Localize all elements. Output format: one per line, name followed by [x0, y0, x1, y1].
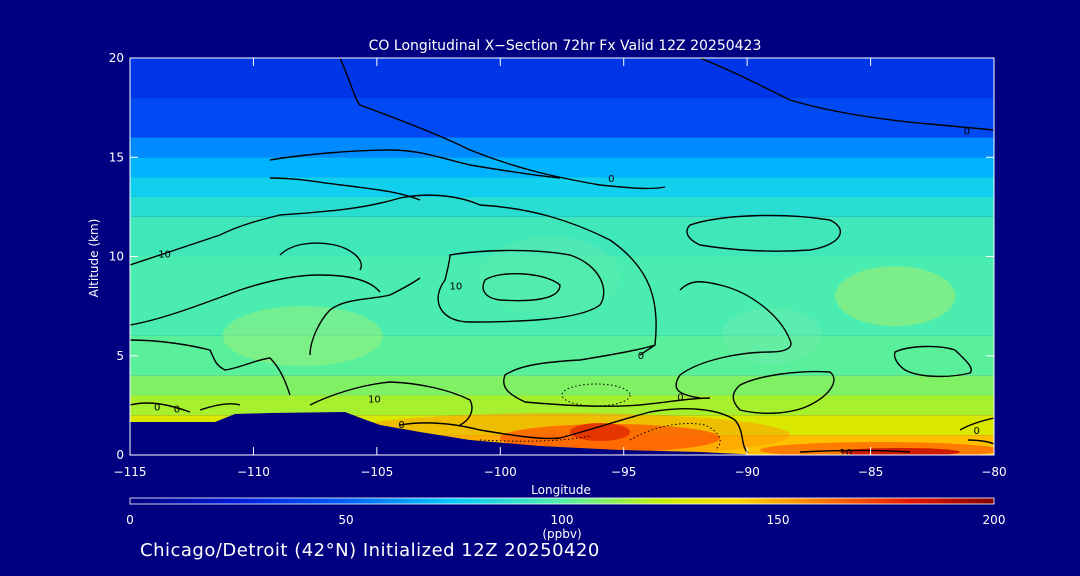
contour-label-3: 10	[449, 281, 462, 292]
terrain-mask	[130, 412, 760, 455]
colorbar-tick-label-1: 50	[338, 513, 353, 527]
field-band-10	[130, 395, 994, 416]
contour-label-0: 0	[608, 174, 614, 185]
dotted-contours	[479, 383, 721, 451]
field-patch-0	[479, 236, 620, 317]
contour-label-6: 0	[154, 402, 160, 413]
co-field-heatmap	[130, 58, 994, 455]
y-tick-label-2: 10	[109, 250, 124, 264]
y-tick-label-4: 20	[109, 51, 124, 65]
contour-label-9: 0	[398, 420, 404, 431]
field-patch-1	[835, 266, 956, 327]
y-axis: 0 5 10 15 20	[109, 51, 994, 462]
contour-label-10: 0	[974, 426, 980, 437]
colorbar-tick-label-3: 150	[767, 513, 790, 527]
colorbar-tick-label-2: 100	[551, 513, 574, 527]
colorbar	[129, 497, 995, 505]
x-tick-label-6: −85	[858, 465, 883, 479]
chart-title: CO Longitudinal X−Section 72hr Fx Valid …	[369, 38, 762, 54]
x-axis-label: Longitude	[531, 483, 591, 497]
field-band-6	[130, 216, 994, 257]
field-band-9	[130, 375, 994, 396]
field-band-2	[130, 137, 994, 158]
contour-label-2: 10	[158, 250, 171, 261]
x-tick-label-1: −110	[237, 465, 270, 479]
colorbar-unit-label: (ppbv)	[542, 527, 581, 541]
contour-labels: 0 0 10 10 0 0 0 0 10 0 0 10	[154, 126, 980, 459]
colorbar-tick-label-0: 0	[126, 513, 134, 527]
contour-label-5: 0	[677, 392, 683, 403]
field-band-8	[130, 335, 994, 376]
contour-label-7: 0	[174, 404, 180, 415]
field-band-7	[130, 256, 994, 336]
y-tick-label-3: 15	[109, 150, 124, 164]
y-tick-label-1: 5	[116, 349, 124, 363]
contour-label-11: 10	[840, 448, 853, 459]
field-band-0	[130, 58, 994, 98]
contour-label-8: 10	[368, 394, 381, 405]
x-tick-label-4: −95	[611, 465, 636, 479]
x-axis: −115 −110 −105 −100 −95 −90 −85 −80	[114, 58, 1007, 479]
colorbar-tick-label-4: 200	[983, 513, 1006, 527]
field-band-1	[130, 97, 994, 138]
field-band-3	[130, 157, 994, 178]
contour-lines	[130, 58, 994, 454]
field-patch-2	[222, 305, 383, 366]
contour-label-4: 0	[638, 351, 644, 362]
y-axis-label: Altitude (km)	[87, 219, 101, 298]
x-tick-label-5: −90	[734, 465, 759, 479]
footer-caption: Chicago/Detroit (42°N) Initialized 12Z 2…	[140, 540, 600, 561]
colorbar-ticks: 0 50 100 150 200	[126, 513, 1005, 527]
x-tick-label-7: −80	[981, 465, 1006, 479]
field-patch-3	[721, 307, 822, 364]
x-tick-label-3: −100	[484, 465, 517, 479]
y-tick-label-0: 0	[116, 448, 124, 462]
x-tick-label-2: −105	[360, 465, 393, 479]
x-tick-label-0: −115	[114, 465, 147, 479]
field-band-5	[130, 196, 994, 217]
contour-label-1: 0	[964, 126, 970, 137]
field-band-4	[130, 177, 994, 197]
